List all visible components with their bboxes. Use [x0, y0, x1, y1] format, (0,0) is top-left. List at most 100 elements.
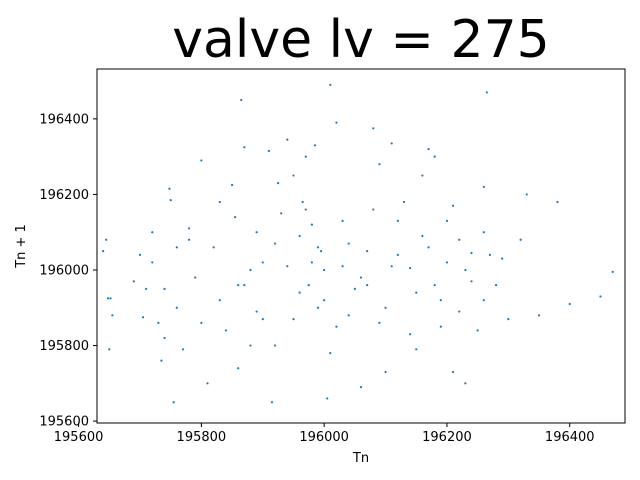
data-point — [366, 250, 369, 253]
data-point — [519, 238, 522, 241]
data-point — [168, 187, 171, 190]
chart-title: valve lv = 275 — [172, 10, 549, 70]
y-tick-label: 195800 — [39, 339, 89, 354]
data-point — [280, 212, 283, 215]
data-point — [310, 223, 313, 226]
data-point — [237, 367, 240, 370]
data-point — [537, 314, 541, 317]
data-point — [273, 242, 277, 245]
data-point — [451, 370, 455, 374]
data-point — [111, 314, 114, 317]
x-tick-label: 196400 — [545, 430, 595, 445]
data-point — [359, 276, 363, 279]
data-point — [200, 159, 203, 162]
data-point — [175, 246, 178, 249]
data-point — [335, 121, 338, 124]
x-tick-label: 195800 — [177, 430, 227, 445]
data-point — [267, 149, 271, 153]
data-point — [218, 299, 221, 302]
data-point — [409, 267, 412, 270]
data-point — [329, 83, 332, 86]
data-point — [249, 344, 252, 347]
data-point — [390, 265, 393, 268]
y-tick-label: 196400 — [39, 112, 89, 127]
data-point — [384, 306, 387, 309]
data-point — [243, 284, 246, 287]
data-point — [433, 155, 436, 158]
data-point — [194, 276, 197, 279]
data-point — [396, 219, 399, 222]
data-point — [421, 174, 424, 177]
data-point — [319, 250, 323, 253]
data-point — [151, 261, 154, 264]
data-point — [141, 316, 145, 319]
x-axis-label: Tn — [352, 451, 369, 466]
data-point — [230, 183, 234, 187]
data-point — [234, 216, 237, 219]
data-point — [384, 370, 387, 374]
data-point — [292, 318, 295, 321]
data-point — [415, 348, 418, 351]
data-point — [169, 199, 172, 202]
data-point — [313, 144, 317, 147]
data-point — [372, 208, 375, 211]
data-point — [243, 146, 246, 149]
data-point — [218, 200, 221, 204]
data-point — [372, 127, 375, 130]
data-point — [187, 238, 191, 241]
y-tick-label: 196200 — [39, 188, 89, 203]
data-point — [353, 287, 356, 290]
data-point — [482, 231, 485, 234]
data-point — [138, 253, 142, 256]
data-point — [507, 318, 510, 321]
data-point — [494, 284, 498, 287]
data-point — [304, 155, 307, 158]
data-point — [151, 231, 154, 234]
data-point — [237, 284, 240, 287]
data-point — [341, 219, 344, 222]
data-point — [172, 401, 175, 404]
data-point — [427, 246, 430, 249]
data-point — [255, 231, 258, 234]
data-point — [390, 142, 393, 145]
data-point — [433, 284, 436, 287]
data-point — [341, 265, 344, 268]
y-axis-label: Tn + 1 — [14, 224, 29, 269]
data-point — [181, 348, 185, 351]
data-point — [556, 200, 559, 204]
data-point — [145, 287, 148, 290]
data-point — [347, 314, 350, 317]
data-point — [200, 321, 203, 324]
data-point — [464, 268, 467, 272]
data-point — [482, 185, 485, 188]
data-point — [451, 204, 455, 207]
data-point — [108, 348, 111, 351]
data-point — [470, 280, 473, 283]
y-tick-label: 196000 — [39, 263, 89, 278]
data-point — [249, 268, 252, 272]
data-point — [427, 147, 430, 151]
data-point — [316, 246, 320, 249]
data-point — [163, 287, 166, 290]
data-point — [599, 295, 602, 298]
data-point — [292, 174, 295, 177]
data-point — [163, 336, 166, 340]
data-point — [160, 359, 163, 362]
data-point — [106, 297, 110, 300]
data-point — [485, 91, 488, 94]
data-point — [301, 200, 304, 204]
data-point — [298, 234, 301, 238]
data-point — [409, 333, 412, 336]
data-point — [286, 265, 289, 268]
data-point — [611, 270, 614, 273]
data-point — [277, 182, 280, 185]
data-point — [458, 238, 461, 241]
data-point — [335, 325, 338, 328]
data-point — [323, 268, 326, 272]
x-tick-label: 196000 — [299, 430, 349, 445]
y-axis: 195600 195800 196000 196200 196400 — [39, 112, 97, 430]
data-point — [307, 284, 310, 287]
data-point — [359, 386, 363, 389]
